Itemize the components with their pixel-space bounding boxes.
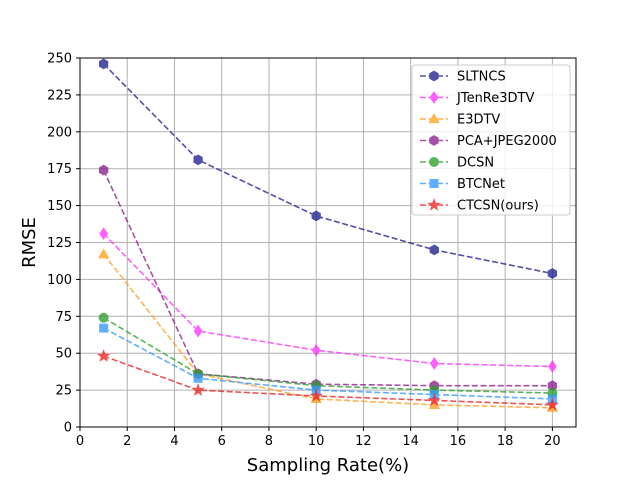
legend-box <box>411 64 571 216</box>
ticks: 0 2 4 6 8 10 12 14 16 18 2002550751001251501752002… <box>47 52 560 450</box>
legend-label: DCSN <box>457 156 494 171</box>
data-point <box>547 360 557 373</box>
legend-marker <box>429 135 439 146</box>
x-tick-label: 18 <box>497 434 514 449</box>
data-point <box>429 357 439 370</box>
x-tick-label: 16 <box>450 434 467 449</box>
x-tick-label: 14 <box>402 434 419 449</box>
legend-marker <box>429 157 439 167</box>
series-jtenre3dtv <box>99 227 557 373</box>
data-point <box>191 383 205 396</box>
y-tick-label: 250 <box>47 52 72 67</box>
legend-swatch <box>420 197 448 211</box>
legend-swatch <box>420 91 448 104</box>
data-point <box>98 58 109 70</box>
data-point <box>547 268 558 279</box>
data-point <box>193 373 203 383</box>
legend: SLTNCS JTenRe3DTV E3DTV PCA+JPEG2000 DCSN BTC… <box>411 64 571 216</box>
y-tick-label: 25 <box>55 384 72 399</box>
legend-label: CTCSN(ours) <box>457 199 539 214</box>
data-point <box>98 164 109 176</box>
legend-swatch <box>420 70 448 82</box>
series-line <box>103 233 553 368</box>
y-tick-label: 0 <box>64 421 72 436</box>
legend-marker <box>429 70 439 82</box>
legend-marker <box>427 197 441 211</box>
series-sltncs <box>98 58 558 279</box>
x-tick-label: 4 <box>170 434 178 449</box>
series-layer <box>96 58 560 412</box>
legend-entry: JTenRe3DTV <box>420 91 534 106</box>
series-line <box>103 63 553 275</box>
legend-marker <box>428 112 440 124</box>
x-tick-label: 6 <box>218 434 226 449</box>
data-point <box>193 324 203 338</box>
y-tick-label: 200 <box>47 125 72 140</box>
series-line <box>102 253 553 409</box>
legend-label: E3DTV <box>457 113 500 128</box>
legend-entry: PCA+JPEG2000 <box>420 134 557 149</box>
legend-swatch <box>420 179 448 188</box>
legend-entry: CTCSN(ours) <box>420 197 539 214</box>
y-axis-title: RMSE <box>19 217 40 268</box>
x-tick-label: 20 <box>544 434 561 449</box>
legend-marker <box>429 179 439 188</box>
data-point <box>97 248 110 259</box>
legend-entry: DCSN <box>420 156 494 171</box>
legend-entry: BTCNet <box>420 177 505 192</box>
x-tick-label: 12 <box>355 434 372 449</box>
data-point <box>99 227 109 241</box>
legend-label: SLTNCS <box>457 70 506 85</box>
y-tick-label: 50 <box>55 347 72 362</box>
legend-swatch <box>420 112 448 124</box>
data-point <box>311 210 321 222</box>
legend-entry: SLTNCS <box>420 70 506 85</box>
y-tick-label: 150 <box>47 199 72 214</box>
legend-entry: E3DTV <box>420 113 500 128</box>
data-point <box>429 244 439 256</box>
data-point <box>193 154 203 166</box>
legend-label: PCA+JPEG2000 <box>457 134 557 149</box>
legend-label: BTCNet <box>457 177 505 192</box>
data-point <box>427 393 442 407</box>
x-axis-title: Sampling Rate(%) <box>247 455 409 476</box>
data-point <box>309 388 323 402</box>
series-line <box>103 317 553 394</box>
legend-swatch <box>420 157 448 167</box>
y-tick-label: 175 <box>47 162 72 177</box>
data-point <box>98 312 109 323</box>
series-line <box>103 355 553 406</box>
data-point <box>99 323 109 333</box>
series-e3dtv <box>97 248 559 412</box>
y-tick-label: 75 <box>55 310 72 325</box>
series-ctcsn-ours <box>96 349 560 411</box>
data-point <box>96 349 111 362</box>
x-tick-label: 2 <box>123 434 131 449</box>
legend-label: JTenRe3DTV <box>456 91 534 106</box>
legend-swatch <box>420 135 448 146</box>
data-point <box>311 343 321 357</box>
legend-marker <box>429 91 439 104</box>
y-tick-label: 225 <box>47 88 72 103</box>
x-tick-label: 0 <box>76 434 84 449</box>
y-tick-label: 125 <box>47 236 72 251</box>
series-line <box>102 169 553 387</box>
data-point <box>545 397 560 411</box>
x-tick-label: 8 <box>265 434 273 449</box>
y-tick-label: 100 <box>47 273 72 288</box>
x-tick-label: 10 <box>308 434 325 449</box>
